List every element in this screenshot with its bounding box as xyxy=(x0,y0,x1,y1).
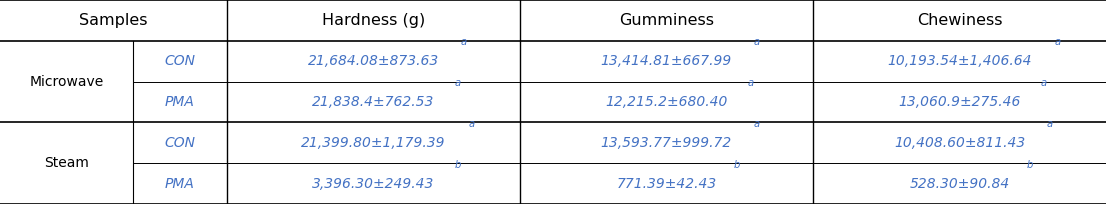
Text: Gumminess: Gumminess xyxy=(619,13,713,28)
Text: CON: CON xyxy=(164,54,196,68)
Text: b: b xyxy=(455,160,461,170)
Text: Microwave: Microwave xyxy=(29,75,104,89)
Text: a: a xyxy=(748,78,753,88)
Text: a: a xyxy=(460,37,467,47)
Text: PMA: PMA xyxy=(165,95,195,109)
Text: a: a xyxy=(1041,78,1046,88)
Text: a: a xyxy=(1046,119,1053,129)
Text: Chewiness: Chewiness xyxy=(917,13,1002,28)
Text: 771.39±42.43: 771.39±42.43 xyxy=(616,177,717,191)
Text: CON: CON xyxy=(164,136,196,150)
Text: Steam: Steam xyxy=(44,156,88,170)
Text: b: b xyxy=(1026,160,1033,170)
Text: b: b xyxy=(733,160,740,170)
Text: Hardness (g): Hardness (g) xyxy=(322,13,425,28)
Text: 3,396.30±249.43: 3,396.30±249.43 xyxy=(312,177,435,191)
Text: a: a xyxy=(469,119,474,129)
Text: PMA: PMA xyxy=(165,177,195,191)
Text: 10,408.60±811.43: 10,408.60±811.43 xyxy=(894,136,1025,150)
Text: a: a xyxy=(455,78,460,88)
Text: a: a xyxy=(753,119,760,129)
Text: 12,215.2±680.40: 12,215.2±680.40 xyxy=(605,95,728,109)
Text: 528.30±90.84: 528.30±90.84 xyxy=(909,177,1010,191)
Text: Samples: Samples xyxy=(80,13,147,28)
Text: 21,838.4±762.53: 21,838.4±762.53 xyxy=(312,95,435,109)
Text: a: a xyxy=(1055,37,1061,47)
Text: 21,399.80±1,179.39: 21,399.80±1,179.39 xyxy=(301,136,446,150)
Text: a: a xyxy=(753,37,760,47)
Text: 13,593.77±999.72: 13,593.77±999.72 xyxy=(601,136,732,150)
Text: 10,193.54±1,406.64: 10,193.54±1,406.64 xyxy=(887,54,1032,68)
Text: 13,414.81±667.99: 13,414.81±667.99 xyxy=(601,54,732,68)
Text: 21,684.08±873.63: 21,684.08±873.63 xyxy=(307,54,439,68)
Text: 13,060.9±275.46: 13,060.9±275.46 xyxy=(898,95,1021,109)
